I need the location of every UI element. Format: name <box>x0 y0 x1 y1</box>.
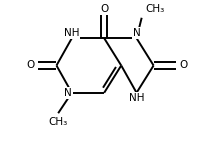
Text: N: N <box>133 28 141 38</box>
Text: O: O <box>100 4 108 14</box>
Text: O: O <box>26 60 34 70</box>
Text: CH₃: CH₃ <box>145 4 164 14</box>
Text: N: N <box>64 88 72 98</box>
Text: O: O <box>179 60 187 70</box>
Text: NH: NH <box>64 28 79 38</box>
Text: NH: NH <box>129 93 144 103</box>
Text: CH₃: CH₃ <box>49 117 68 127</box>
